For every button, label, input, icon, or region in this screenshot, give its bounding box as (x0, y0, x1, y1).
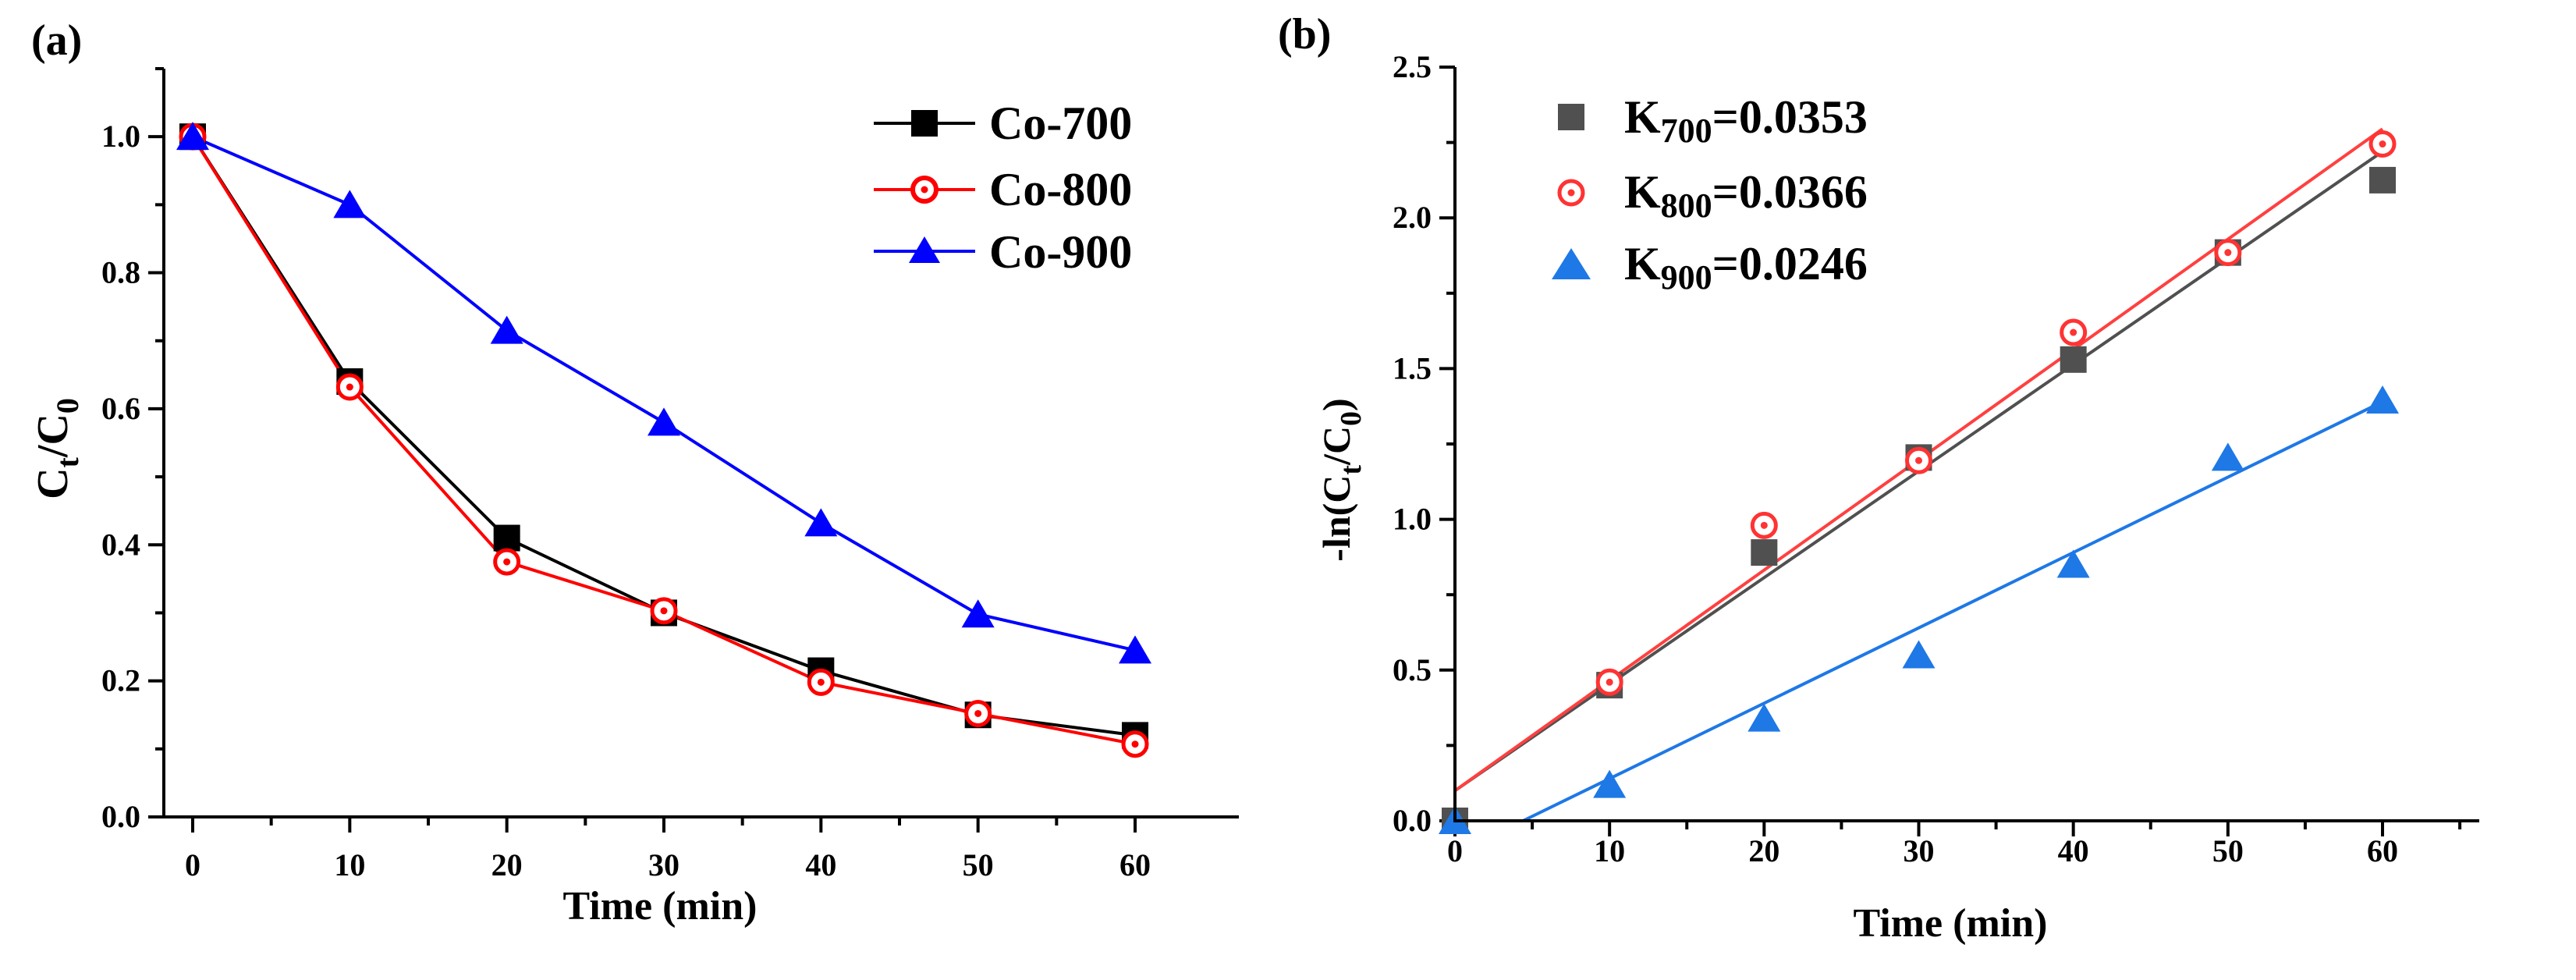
legend-marker-co-900 (909, 236, 940, 263)
a-point-co-900-50 (961, 599, 995, 628)
b-point-k800-50-dot (2224, 249, 2232, 257)
a-y-tick-label-1: 0.2 (101, 663, 140, 698)
a-point-co-700-20 (493, 524, 520, 552)
b-point-k800-10-dot (1606, 678, 1613, 686)
a-y-tick-label-3: 0.6 (101, 391, 140, 426)
b-y-tick-label-1: 0.5 (1393, 652, 1432, 687)
b-x-tick-label-10: 10 (1594, 833, 1625, 868)
legend-marker-k800-dot (1567, 189, 1575, 197)
a-x-tick-label-50: 50 (963, 847, 994, 882)
a-x-tick-label-10: 10 (334, 847, 365, 882)
a-point-co-900-0 (176, 122, 209, 151)
panel-a-label: (a) (31, 16, 82, 65)
b-x-tick-label-30: 30 (1904, 833, 1935, 868)
panel-a-series-markers (176, 122, 1151, 758)
a-point-co-900-10 (333, 190, 367, 218)
panel-b-series-markers (1439, 130, 2399, 834)
legend-marker-k700 (1558, 104, 1584, 130)
b-y-tick-label-2: 1.0 (1393, 502, 1432, 537)
legend-label-co-800: Co-800 (989, 164, 1132, 215)
a-x-tick-label-0: 0 (185, 847, 200, 882)
b-point-k900-50 (2211, 442, 2244, 471)
legend-item-co-700: Co-700 (874, 98, 1132, 149)
b-point-k800-40-dot (2070, 328, 2077, 336)
panel-a-x-axis-title: Time (min) (563, 884, 758, 929)
a-y-tick-label-2: 0.4 (101, 527, 140, 562)
a-point-co-800-50-dot (974, 709, 982, 717)
legend-marker-co-800-dot (921, 186, 928, 194)
b-y-tick-label-5: 2.5 (1393, 49, 1432, 84)
panel-b-label: (b) (1278, 10, 1331, 59)
b-x-tick-label-40: 40 (2058, 833, 2089, 868)
a-point-co-800-20-dot (503, 558, 511, 566)
a-x-tick-label-20: 20 (491, 847, 523, 882)
legend-label-k900: K900=0.0246 (1624, 238, 1868, 296)
b-x-tick-label-20: 20 (1748, 833, 1779, 868)
b-point-k700-60 (2369, 166, 2396, 194)
legend-marker-k900 (1552, 248, 1591, 279)
b-point-k700-40 (2060, 346, 2087, 373)
a-y-tick-label-5: 1.0 (101, 119, 140, 154)
panel-b-x-axis-title: Time (min) (1854, 901, 2048, 946)
panel-b-legend: K700=0.0353 K800=0.0366 K900=0.0246 (1552, 91, 1868, 296)
a-point-co-800-40-dot (817, 678, 825, 686)
panel-a-y-axis-title: Ct/C0 (29, 398, 85, 499)
b-x-tick-label-50: 50 (2212, 833, 2244, 868)
b-fit-line-k900 (1522, 400, 2383, 822)
legend-label-k800: K800=0.0366 (1624, 166, 1868, 225)
panel-b-tick-labels: 0 10 20 30 40 50 60 0.0 0.5 1.0 1.5 2.0 2.5 (1393, 49, 2398, 868)
a-point-co-900-60 (1119, 635, 1151, 664)
b-y-tick-label-4: 2.0 (1393, 200, 1432, 235)
a-y-tick-label-0: 0.0 (101, 799, 140, 834)
b-point-k800-60-dot (2379, 140, 2386, 148)
legend-item-k900: K900=0.0246 (1552, 238, 1868, 296)
panel-b-chart: (b) 0 10 20 30 40 50 60 0.0 0.5 1.0 1.5 2.0 2.5 Time… (1278, 10, 2479, 946)
a-point-co-800-60-dot (1131, 740, 1139, 748)
a-point-co-800-10-dot (346, 383, 353, 391)
legend-item-co-800: Co-800 (874, 164, 1132, 215)
a-x-tick-label-60: 60 (1119, 847, 1151, 882)
panel-b-axes (1453, 67, 2479, 822)
legend-label-k700: K700=0.0353 (1624, 91, 1868, 150)
b-point-k800-30-dot (1915, 456, 1922, 464)
a-point-co-900-20 (490, 315, 523, 344)
b-point-k900-30 (1902, 640, 1936, 669)
a-point-co-900-30 (648, 407, 680, 436)
legend-label-co-700: Co-700 (989, 98, 1132, 149)
a-x-tick-label-30: 30 (648, 847, 679, 882)
b-point-k900-60 (2366, 385, 2399, 414)
b-y-tick-label-0: 0.0 (1393, 803, 1432, 838)
b-x-tick-label-0: 0 (1447, 833, 1463, 868)
b-y-tick-label-3: 1.5 (1393, 350, 1432, 385)
a-point-co-800-30-dot (660, 607, 668, 615)
panel-b-fit-lines (1453, 127, 2384, 822)
a-x-tick-label-40: 40 (805, 847, 836, 882)
a-point-co-900-40 (804, 508, 838, 537)
panel-a-legend: Co-700 Co-800 Co-900 (874, 98, 1132, 278)
b-x-tick-label-60: 60 (2367, 833, 2398, 868)
b-point-k900-20 (1747, 703, 1781, 732)
legend-item-co-900: Co-900 (874, 226, 1132, 278)
panel-a-chart: (a) 0 10 20 30 40 50 60 0.0 0.2 0.4 0.6 0.8 1.0 Time… (29, 16, 1239, 929)
a-y-tick-label-4: 0.8 (101, 255, 140, 290)
b-point-k900-40 (2056, 549, 2090, 578)
b-point-k700-20 (1751, 539, 1778, 566)
legend-marker-co-700 (911, 110, 938, 137)
b-point-k800-20-dot (1760, 521, 1768, 529)
panel-a-tick-labels: 0 10 20 30 40 50 60 0.0 0.2 0.4 0.6 0.8 1.0 (101, 119, 1151, 882)
legend-label-co-900: Co-900 (989, 226, 1132, 278)
panel-a-axes (162, 69, 1239, 818)
panel-b-y-axis-title: -ln(Ct/C0) (1315, 398, 1368, 561)
legend-item-k800: K800=0.0366 (1557, 166, 1868, 225)
b-point-k900-10 (1593, 769, 1627, 798)
legend-item-k700: K700=0.0353 (1558, 91, 1868, 150)
